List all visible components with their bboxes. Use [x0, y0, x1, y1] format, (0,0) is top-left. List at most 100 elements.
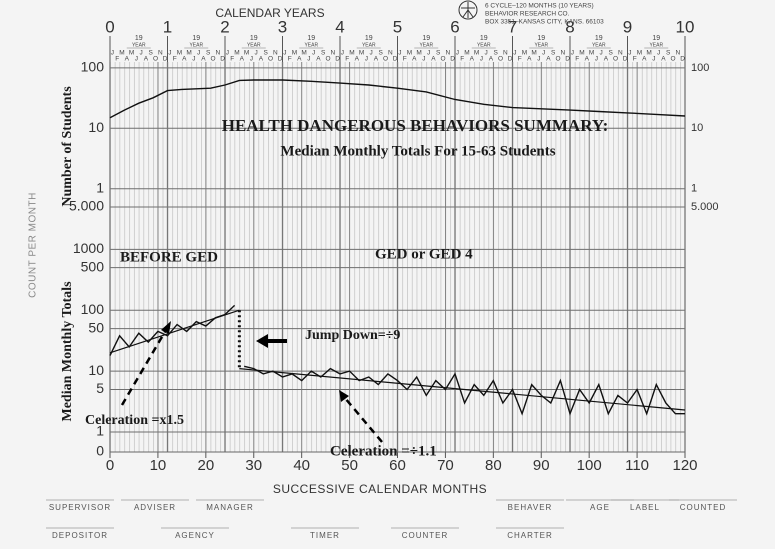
month-initial: S — [436, 50, 441, 57]
month-initial: M — [579, 50, 584, 57]
annotation: GED or GED 4 — [375, 246, 473, 262]
x-tick-label: 9 — [623, 17, 632, 36]
logo-figure — [461, 2, 475, 18]
year-box-label: 19 — [250, 35, 258, 42]
month-initial: J — [485, 50, 488, 57]
y-tick-label: 100 — [81, 59, 105, 75]
x-tick-label: 100 — [577, 457, 602, 474]
year-box-label: 19 — [307, 35, 315, 42]
year-box-label: YEAR — [304, 42, 318, 48]
month-initial: O — [613, 56, 618, 63]
month-initial: M — [637, 50, 642, 57]
month-initial: N — [503, 50, 508, 57]
month-initial: A — [470, 56, 475, 63]
month-initial: N — [273, 50, 278, 57]
y-tick-label: 10 — [88, 119, 104, 135]
month-initial: A — [355, 56, 360, 63]
x-tick-label: 0 — [105, 17, 114, 36]
month-initial: M — [129, 50, 134, 57]
month-initial: A — [125, 56, 130, 63]
month-initial: J — [135, 56, 138, 63]
month-initial: M — [244, 50, 249, 57]
year-box-label: 19 — [365, 35, 373, 42]
month-initial: O — [440, 56, 445, 63]
year-box-label: YEAR — [592, 42, 606, 48]
month-initial: A — [489, 56, 494, 63]
month-initial: J — [571, 50, 574, 57]
arrowhead — [161, 321, 171, 334]
month-initial: A — [144, 56, 149, 63]
month-initial: M — [407, 50, 412, 57]
x-tick-label: 10 — [676, 17, 695, 36]
month-initial: A — [182, 56, 187, 63]
month-initial: S — [149, 50, 154, 57]
month-initial: F — [518, 56, 522, 63]
celeration-line — [109, 309, 240, 354]
data-line — [109, 79, 686, 119]
form-field: SUPERVISOR — [49, 503, 111, 512]
month-initial: A — [661, 56, 666, 63]
month-initial: A — [240, 56, 245, 63]
year-box-label: 19 — [422, 35, 430, 42]
month-initial: M — [349, 50, 354, 57]
month-initial: J — [111, 50, 114, 57]
month-initial: A — [259, 56, 264, 63]
publisher-line: BOX 3351–KANSAS CITY, KANS. 66103 — [485, 19, 604, 26]
month-initial: O — [383, 56, 388, 63]
y-tick-label: 1000 — [73, 240, 104, 256]
side-label: COUNT PER MONTH — [28, 192, 39, 298]
month-initial: F — [403, 56, 407, 63]
month-initial: N — [445, 50, 450, 57]
month-initial: M — [464, 50, 469, 57]
month-initial: F — [230, 56, 234, 63]
y-tick-label: 1 — [96, 179, 104, 195]
month-initial: F — [633, 56, 637, 63]
month-initial: M — [177, 50, 182, 57]
form-field: ADVISER — [134, 503, 176, 512]
month-initial: A — [316, 56, 321, 63]
form-field: AGENCY — [175, 531, 215, 540]
annotation: Celeration =÷1.1 — [330, 443, 437, 459]
month-initial: D — [393, 56, 398, 63]
y-tick-label: 50 — [88, 319, 104, 335]
form-field: COUNTED — [680, 503, 727, 512]
x-tick-label: 7 — [508, 17, 517, 36]
month-initial: J — [370, 50, 373, 57]
month-initial: D — [623, 56, 628, 63]
annotation: BEFORE GED — [120, 249, 218, 265]
month-initial: J — [312, 50, 315, 57]
month-initial: J — [341, 50, 344, 57]
month-initial: N — [560, 50, 565, 57]
month-initial: J — [226, 50, 229, 57]
year-box-label: YEAR — [649, 42, 663, 48]
year-box-label: 19 — [537, 35, 545, 42]
x-tick-label: 30 — [245, 457, 262, 474]
year-box-label: 19 — [135, 35, 143, 42]
month-initial: M — [119, 50, 124, 57]
y-tick-label-right: 100 — [691, 62, 709, 74]
month-initial: N — [215, 50, 220, 57]
month-initial: J — [513, 50, 516, 57]
month-initial: D — [278, 56, 283, 63]
month-initial: A — [412, 56, 417, 63]
x-axis-title: SUCCESSIVE CALENDAR MONTHS — [273, 482, 487, 496]
month-initial: O — [670, 56, 675, 63]
month-initial: A — [604, 56, 609, 63]
month-initial: A — [527, 56, 532, 63]
month-initial: J — [283, 50, 286, 57]
month-initial: J — [480, 56, 483, 63]
y-tick-label: 5 — [96, 380, 104, 396]
logo — [458, 0, 478, 20]
month-initial: J — [255, 50, 258, 57]
year-box-label: YEAR — [362, 42, 376, 48]
arrow — [344, 397, 383, 443]
month-initial: J — [628, 50, 631, 57]
month-initial: N — [330, 50, 335, 57]
month-initial: J — [427, 50, 430, 57]
form-field: TIMER — [310, 531, 340, 540]
form-field: COUNTER — [402, 531, 449, 540]
y-tick-label-right: 1 — [691, 183, 697, 195]
month-initial: A — [297, 56, 302, 63]
month-initial: J — [652, 56, 655, 63]
